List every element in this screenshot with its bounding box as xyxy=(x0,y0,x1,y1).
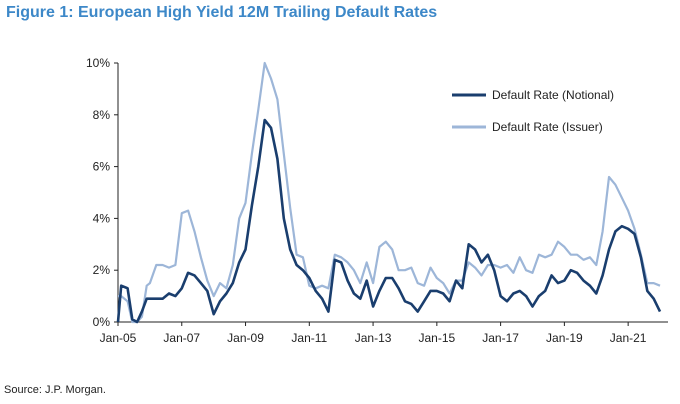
x-tick-label: Jan-21 xyxy=(610,331,647,345)
y-tick-label: 0% xyxy=(93,315,111,329)
series-line-notional xyxy=(116,118,662,324)
y-tick-label: 2% xyxy=(93,263,111,277)
x-ticks: Jan-05 Jan-07 Jan-09 Jan-11 Jan-13 Jan-15 Jan-… xyxy=(100,322,647,345)
y-tick-label: 8% xyxy=(93,108,111,122)
y-tick-label: 10% xyxy=(86,56,110,70)
y-tick-label: 4% xyxy=(93,211,111,225)
x-tick-label: Jan-17 xyxy=(482,331,519,345)
x-tick-label: Jan-09 xyxy=(227,331,264,345)
figure-title: Figure 1: European High Yield 12M Traili… xyxy=(6,4,438,21)
x-tick-label: Jan-11 xyxy=(291,331,327,345)
legend-label-notional: Default Rate (Notional) xyxy=(492,88,614,102)
y-ticks: 0% 2% 4% 6% 8% 10% xyxy=(86,56,118,329)
axes xyxy=(117,63,668,323)
legend-label-issuer: Default Rate (Issuer) xyxy=(492,120,603,134)
x-tick-label: Jan-05 xyxy=(100,331,137,345)
source-note: Source: J.P. Morgan. xyxy=(4,384,106,396)
x-tick-label: Jan-15 xyxy=(418,331,455,345)
y-tick-label: 6% xyxy=(93,160,111,174)
x-tick-label: Jan-19 xyxy=(546,331,583,345)
series-line-issuer xyxy=(118,61,661,324)
x-tick-label: Jan-13 xyxy=(355,331,392,345)
x-tick-label: Jan-07 xyxy=(163,331,200,345)
legend: Default Rate (Notional) Default Rate (Is… xyxy=(452,88,614,134)
series-layer xyxy=(116,61,662,324)
